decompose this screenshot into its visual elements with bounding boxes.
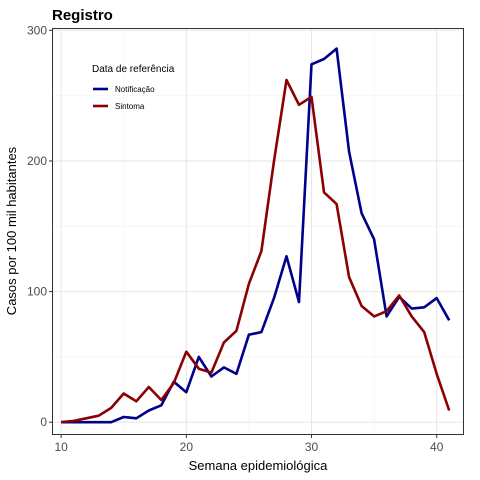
plot-area [52, 28, 464, 435]
x-tick-label: 30 [305, 440, 319, 454]
chart-title: Registro [52, 7, 113, 24]
series-line-2 [60, 78, 451, 424]
legend-title: Data de referência [92, 64, 175, 75]
series-line-1 [61, 47, 451, 424]
y-tick-label: 300 [27, 23, 47, 37]
y-tick-label: 100 [27, 285, 47, 299]
legend-label: Notificação [115, 85, 155, 94]
x-tick-label: 20 [180, 440, 194, 454]
x-axis: 10 20 30 40 [54, 434, 444, 454]
y-axis-title: Casos por 100 mil habitantes [4, 146, 19, 315]
series-layer [60, 47, 451, 424]
legend-label: Sintoma [115, 102, 145, 111]
y-axis: 0 100 200 300 [27, 23, 53, 429]
x-tick-label: 40 [430, 440, 444, 454]
legend: Data de referência Notificação Sintoma [92, 64, 175, 111]
y-tick-label: 0 [40, 415, 47, 429]
y-tick-label: 200 [27, 154, 47, 168]
x-axis-title: Semana epidemiológica [189, 458, 329, 473]
x-tick-label: 10 [54, 440, 68, 454]
